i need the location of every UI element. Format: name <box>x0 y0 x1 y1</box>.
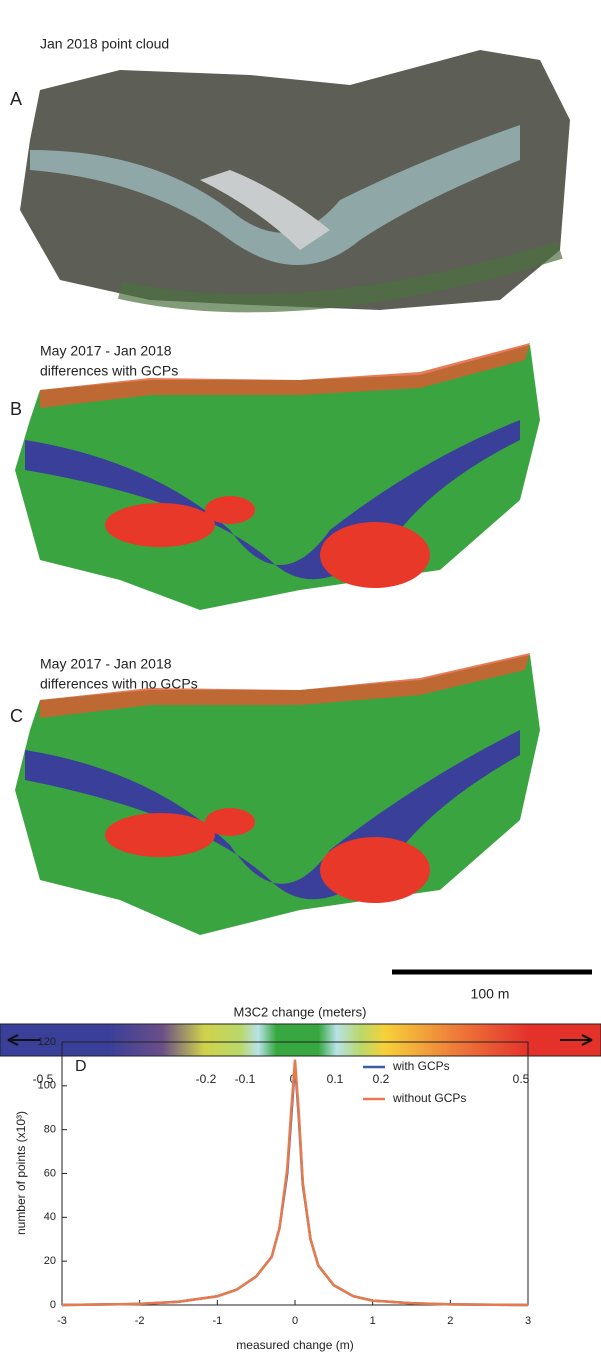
colorbar-tick-label: -0.2 <box>196 1072 217 1086</box>
x-tick-label: -1 <box>212 1315 222 1327</box>
y-tick-label: 20 <box>44 1255 56 1267</box>
panel-title: May 2017 - Jan 2018 <box>40 656 172 672</box>
colorbar-tick-label: -0.1 <box>235 1072 256 1086</box>
legend-label: without GCPs <box>392 1091 466 1105</box>
y-tick-label: 60 <box>44 1167 56 1179</box>
colorbar <box>0 1024 601 1056</box>
x-tick-label: 2 <box>447 1315 453 1327</box>
panel-title: differences with GCPs <box>40 363 178 379</box>
panel-letter: C <box>10 706 23 726</box>
x-tick-label: -2 <box>135 1315 145 1327</box>
scale-label: 100 m <box>471 986 510 1002</box>
map-b <box>15 343 540 610</box>
x-tick-label: 1 <box>370 1315 376 1327</box>
panel-title: Jan 2018 point cloud <box>40 36 169 52</box>
page: 100 m M3C2 change (meters) D measured ch… <box>0 0 601 1365</box>
panel-title: May 2017 - Jan 2018 <box>40 343 172 359</box>
y-axis-label: number of points (x10³) <box>14 1111 28 1235</box>
x-tick-label: 3 <box>525 1315 531 1327</box>
y-tick-label: 80 <box>44 1124 56 1136</box>
map-a <box>20 50 570 310</box>
panel-title: differences with no GCPs <box>40 676 198 692</box>
x-tick-label: 0 <box>292 1315 298 1327</box>
y-tick-label: 40 <box>44 1211 56 1223</box>
panel-letter: D <box>75 1058 87 1075</box>
x-tick-label: -3 <box>57 1315 67 1327</box>
panel-letter: B <box>10 399 22 419</box>
y-tick-label: 100 <box>38 1080 56 1092</box>
panel-letter: A <box>10 89 22 109</box>
y-tick-label: 0 <box>50 1299 56 1311</box>
colorbar-title: M3C2 change (meters) <box>234 1004 367 1019</box>
figure: 100 m M3C2 change (meters) D measured ch… <box>0 0 601 1360</box>
y-tick-label: 120 <box>38 1036 56 1048</box>
colorbar-tick-label: 0.5 <box>513 1072 530 1086</box>
legend-label: with GCPs <box>392 1059 450 1073</box>
colorbar-tick-label: 0.1 <box>327 1072 344 1086</box>
x-axis-label: measured change (m) <box>236 1338 353 1352</box>
map-c <box>15 653 540 935</box>
colorbar-tick-label: 0.2 <box>373 1072 390 1086</box>
